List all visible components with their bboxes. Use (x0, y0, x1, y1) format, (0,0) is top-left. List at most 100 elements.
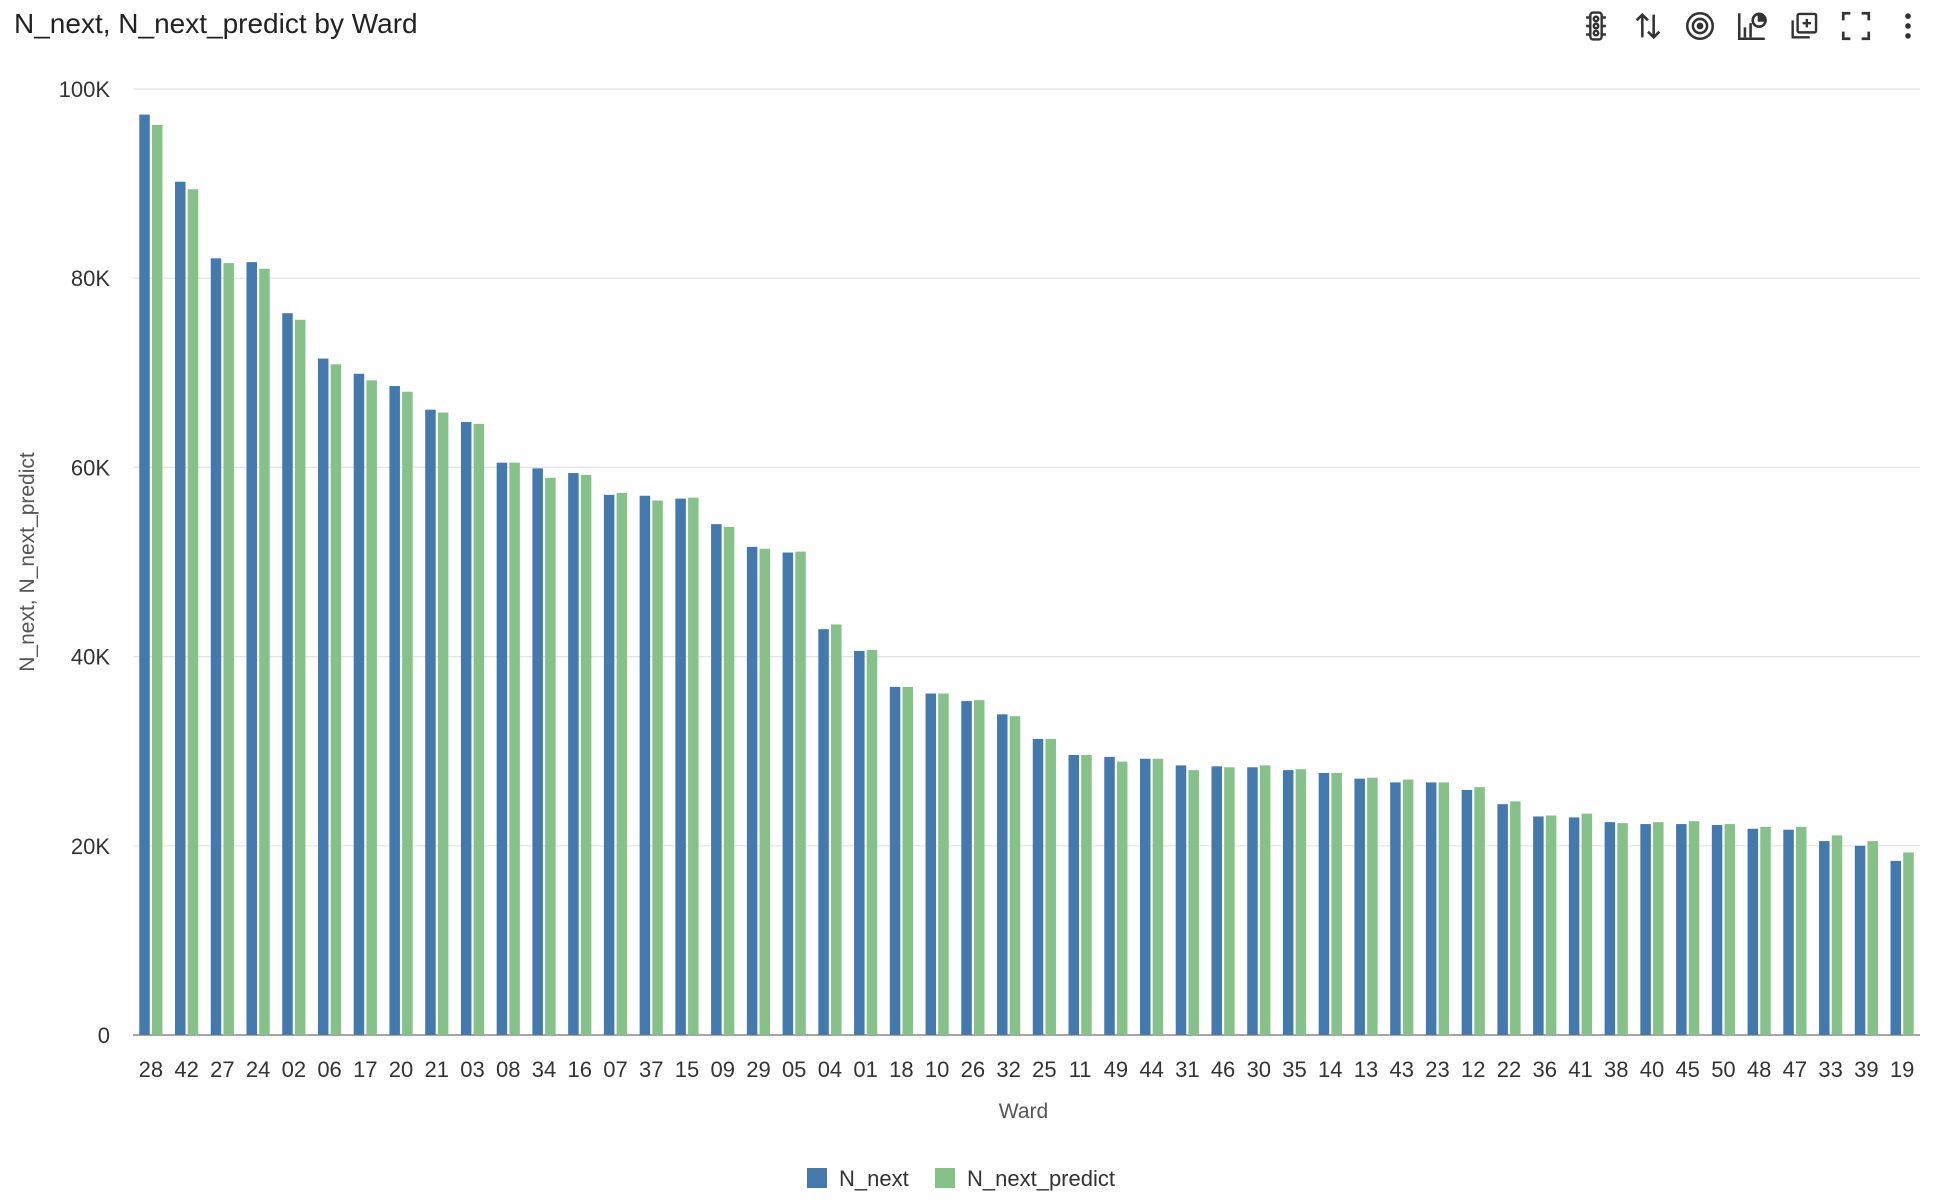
bar-n-next-predict[interactable]: 07: 57300 (616, 492, 628, 1035)
bar-n-next-predict[interactable]: 31: 28000 (1188, 770, 1199, 1035)
bar-n-next[interactable]: 36: 23100 (1533, 816, 1544, 1035)
fullscreen-icon[interactable] (1830, 4, 1882, 48)
more-icon[interactable] (1882, 4, 1934, 48)
bar-n-next-predict[interactable]: 44: 29200 (1152, 758, 1164, 1035)
traffic-light-icon[interactable] (1570, 4, 1622, 48)
bar-n-next-predict[interactable]: 20: 68000 (402, 391, 413, 1036)
bar-n-next-predict[interactable]: 01: 40700 (866, 649, 878, 1035)
bar-n-next-predict[interactable]: 47: 22000 (1796, 826, 1807, 1035)
bar-n-next[interactable]: 34: 59900 (532, 468, 543, 1035)
sort-icon[interactable] (1622, 4, 1674, 48)
bar-n-next[interactable]: 19: 18400 (1890, 860, 1902, 1035)
bar-n-next[interactable]: 43: 26700 (1390, 782, 1401, 1035)
duplicate-icon[interactable] (1778, 4, 1830, 48)
bar-n-next[interactable]: 12: 25900 (1461, 789, 1473, 1035)
bar-n-next[interactable]: 47: 21700 (1783, 829, 1794, 1035)
bar-n-next-predict[interactable]: 34: 58900 (545, 477, 556, 1035)
bar-n-next[interactable]: 40: 22300 (1640, 824, 1651, 1035)
bar-n-next-predict[interactable]: 25: 31300 (1045, 738, 1056, 1035)
bar-n-next[interactable]: 10: 36100 (925, 693, 937, 1035)
bar-n-next[interactable]: 02: 76300 (282, 313, 293, 1035)
bar-n-next[interactable]: 15: 56700 (675, 498, 686, 1035)
bar-n-next-predict[interactable]: 06: 70900 (330, 364, 342, 1035)
bar-n-next-predict[interactable]: 32: 33700 (1009, 716, 1021, 1035)
bar-n-next[interactable]: 08: 60500 (496, 462, 508, 1035)
bar-n-next[interactable]: 49: 29400 (1104, 756, 1115, 1035)
bar-n-next[interactable]: 38: 22500 (1604, 822, 1616, 1035)
bar-n-next-predict[interactable]: 03: 64600 (473, 423, 485, 1035)
bar-n-next-predict[interactable]: 12: 26200 (1474, 787, 1485, 1035)
bar-n-next-predict[interactable]: 22: 24700 (1510, 801, 1521, 1035)
bar-n-next[interactable]: 22: 24400 (1497, 804, 1508, 1035)
bar-n-next-predict[interactable]: 45: 22600 (1688, 821, 1700, 1035)
bar-n-next[interactable]: 09: 54000 (711, 524, 722, 1035)
bar-n-next[interactable]: 29: 51600 (746, 546, 758, 1035)
bar-n-next[interactable]: 01: 40600 (854, 650, 865, 1035)
bar-n-next[interactable]: 05: 51000 (782, 552, 794, 1035)
bar-n-next[interactable]: 50: 22200 (1711, 824, 1723, 1035)
bar-n-next[interactable]: 17: 69900 (353, 373, 365, 1036)
bar-n-next[interactable]: 04: 42900 (818, 629, 829, 1035)
bar-n-next-predict[interactable]: 04: 43400 (831, 624, 842, 1035)
bar-n-next[interactable]: 11: 29600 (1068, 754, 1080, 1035)
bar-n-next-predict[interactable]: 30: 28500 (1259, 765, 1271, 1035)
bar-n-next-predict[interactable]: 37: 56500 (652, 500, 663, 1035)
bar-n-next-predict[interactable]: 36: 23200 (1545, 815, 1557, 1035)
bar-n-next-predict[interactable]: 27: 81600 (223, 263, 234, 1036)
bar-n-next[interactable]: 44: 29200 (1139, 758, 1151, 1035)
legend-swatch[interactable] (935, 1168, 955, 1188)
bar-n-next-predict[interactable]: 13: 27200 (1367, 777, 1378, 1035)
bar-n-next-predict[interactable]: 15: 56800 (688, 497, 699, 1035)
bar-n-next-predict[interactable]: 11: 29600 (1081, 754, 1092, 1035)
bar-n-next[interactable]: 46: 28400 (1211, 766, 1222, 1035)
bar-n-next[interactable]: 39: 20000 (1854, 845, 1866, 1035)
bar-n-next[interactable]: 35: 28000 (1282, 770, 1294, 1035)
bar-n-next-predict[interactable]: 10: 36100 (938, 693, 949, 1035)
legend-swatch[interactable] (807, 1168, 827, 1188)
bar-n-next-predict[interactable]: 33: 21100 (1831, 835, 1843, 1035)
bar-n-next-predict[interactable]: 21: 65800 (437, 412, 449, 1036)
bar-n-next-predict[interactable]: 29: 51400 (759, 548, 771, 1035)
bar-n-next[interactable]: 28: 97300 (139, 114, 150, 1036)
bar-n-next-predict[interactable]: 18: 36800 (902, 686, 914, 1035)
bar-n-next-predict[interactable]: 09: 53700 (723, 526, 735, 1035)
bar-n-next-predict[interactable]: 39: 20500 (1867, 841, 1878, 1035)
bar-n-next[interactable]: 27: 82100 (210, 258, 222, 1036)
bar-n-next-predict[interactable]: 38: 22400 (1617, 823, 1628, 1035)
legend-label[interactable]: N_next_predict (967, 1166, 1115, 1191)
bar-n-next-predict[interactable]: 40: 22500 (1653, 822, 1664, 1035)
legend-label[interactable]: N_next (839, 1166, 909, 1191)
bar-n-next-predict[interactable]: 50: 22300 (1724, 824, 1736, 1035)
bar-n-next[interactable]: 37: 57000 (639, 495, 651, 1035)
bar-n-next[interactable]: 30: 28300 (1247, 767, 1258, 1035)
bar-n-next-predict[interactable]: 35: 28100 (1295, 769, 1307, 1035)
bar-n-next[interactable]: 21: 66100 (425, 409, 436, 1036)
bar-n-next-predict[interactable]: 14: 27700 (1331, 772, 1342, 1035)
bar-n-next-predict[interactable]: 26: 35400 (973, 700, 985, 1035)
bar-n-next[interactable]: 32: 33900 (997, 714, 1008, 1035)
bar-n-next[interactable]: 33: 20500 (1819, 841, 1830, 1035)
bar-n-next-predict[interactable]: 08: 60500 (509, 462, 520, 1035)
bar-n-next-predict[interactable]: 17: 69200 (366, 380, 377, 1035)
bar-n-next[interactable]: 07: 57100 (603, 494, 615, 1036)
bar-n-next[interactable]: 06: 71500 (317, 358, 329, 1035)
bar-n-next[interactable]: 23: 26700 (1425, 782, 1437, 1035)
bar-n-next-predict[interactable]: 16: 59200 (580, 474, 592, 1035)
bar-n-next-predict[interactable]: 42: 89400 (187, 189, 199, 1035)
bar-n-next-predict[interactable]: 05: 51100 (795, 551, 806, 1035)
bar-n-next[interactable]: 42: 90200 (175, 181, 186, 1035)
target-icon[interactable] (1674, 4, 1726, 48)
bar-n-next[interactable]: 48: 21800 (1747, 828, 1759, 1035)
bar-n-next[interactable]: 14: 27700 (1318, 772, 1330, 1035)
bar-n-next-predict[interactable]: 41: 23400 (1581, 813, 1593, 1035)
bar-n-next-predict[interactable]: 43: 27000 (1402, 779, 1414, 1035)
bar-n-next[interactable]: 25: 31300 (1032, 738, 1044, 1035)
bar-n-next-predict[interactable]: 24: 81000 (259, 268, 270, 1035)
chart-type-icon[interactable] (1726, 4, 1778, 48)
bar-n-next[interactable]: 20: 68600 (389, 386, 400, 1035)
bar-n-next[interactable]: 24: 81700 (246, 262, 257, 1035)
bar-n-next[interactable]: 13: 27100 (1354, 778, 1365, 1035)
bar-n-next-predict[interactable]: 48: 22000 (1760, 826, 1771, 1035)
bar-n-next-predict[interactable]: 46: 28300 (1224, 767, 1235, 1035)
bar-n-next-predict[interactable]: 19: 19300 (1903, 852, 1914, 1035)
